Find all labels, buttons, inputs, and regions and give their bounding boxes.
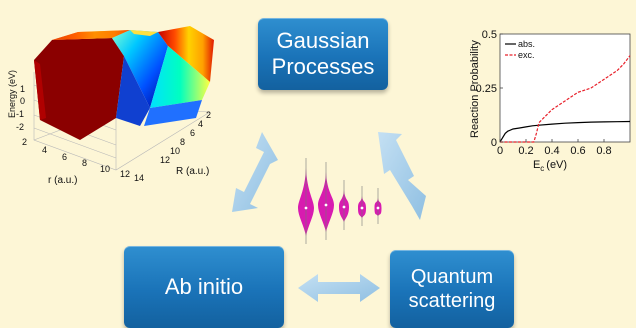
violin-median-2 <box>324 203 328 207</box>
quantum-scattering-line2: scattering <box>408 290 496 312</box>
violin-median-3 <box>342 205 346 209</box>
chart-plot-area <box>499 33 631 143</box>
R-tick: 12 <box>160 155 170 165</box>
violin-plots <box>298 158 382 244</box>
R-tick: 8 <box>180 137 185 147</box>
surface-z-label: Energy (eV) <box>7 70 17 118</box>
ab-initio-label: Ab initio <box>164 273 244 299</box>
y-tick-label: 0.25 <box>476 83 497 95</box>
quantum-scattering-box: Quantum scattering <box>390 250 514 328</box>
chart-ticks-group: 0 0.2 0.4 0.6 0.8 0 0.25 0.5 <box>476 29 612 157</box>
surface-r-label: r (a.u.) <box>48 175 77 186</box>
y-tick-label: 0 <box>491 137 497 149</box>
x-tick-label: 0.4 <box>544 145 559 157</box>
z-tick: -1 <box>16 109 24 119</box>
legend-label: abs. <box>518 39 535 49</box>
surface-R-ticks: 2 4 6 8 10 12 <box>160 110 211 165</box>
R-tick: 10 <box>170 146 180 156</box>
surface-plot: 1 0 -1 -2 Energy (eV) 2 4 6 8 10 12 14 r… <box>7 26 214 186</box>
z-tick: -2 <box>16 122 24 132</box>
chart-legend: abs.exc. <box>505 39 535 60</box>
y-tick-label: 0.5 <box>482 29 497 41</box>
r-tick: 14 <box>134 173 144 183</box>
series-line-exc <box>500 55 631 143</box>
r-tick: 12 <box>120 169 130 179</box>
violin-median-5 <box>376 206 380 210</box>
violin-median-1 <box>304 206 308 210</box>
reaction-probability-chart: 0 0.2 0.4 0.6 0.8 0 0.25 0.5 abs.exc. Reaction … <box>469 29 631 173</box>
chart-y-axis-label: Reaction Probability <box>469 40 481 138</box>
x-tick-label: 0.8 <box>596 145 611 157</box>
quantum-scattering-line1: Quantum <box>410 266 494 288</box>
R-tick: 2 <box>206 110 211 120</box>
gaussian-processes-line1: Gaussian <box>276 27 370 53</box>
gaussian-processes-line2: Processes <box>271 54 375 79</box>
r-tick: 4 <box>42 145 47 155</box>
x-tick-label: 0.6 <box>570 145 585 157</box>
R-tick: 4 <box>198 119 203 129</box>
r-tick: 2 <box>22 137 27 147</box>
surface-r-ticks: 2 4 6 8 10 12 14 <box>22 137 144 183</box>
z-tick: 0 <box>20 96 25 106</box>
ab-initio-box: Ab initio <box>124 246 284 328</box>
r-tick: 8 <box>82 158 87 168</box>
R-tick: 6 <box>190 128 195 138</box>
arrow-gp-abinitio <box>232 132 278 212</box>
violin-median-4 <box>360 206 364 210</box>
surface-R-label: R (a.u.) <box>176 166 209 177</box>
x-tick-label: 0 <box>497 145 503 157</box>
r-tick: 6 <box>62 152 67 162</box>
arrow-gp-quantum <box>378 132 426 220</box>
arrow-abinitio-quantum <box>298 274 380 302</box>
flow-arrows <box>232 132 426 302</box>
chart-series-group <box>499 55 631 143</box>
surface-z-ticks: 1 0 -1 -2 <box>16 84 25 132</box>
series-line-abs <box>499 120 631 143</box>
chart-x-axis-label: Ec (eV) <box>533 159 567 173</box>
r-tick: 10 <box>100 164 110 174</box>
potential-energy-surface <box>34 26 214 140</box>
z-tick: 1 <box>20 84 25 94</box>
legend-label: exc. <box>518 50 535 60</box>
gaussian-processes-box: Gaussian Processes <box>258 18 388 90</box>
x-tick-label: 0.2 <box>518 145 533 157</box>
